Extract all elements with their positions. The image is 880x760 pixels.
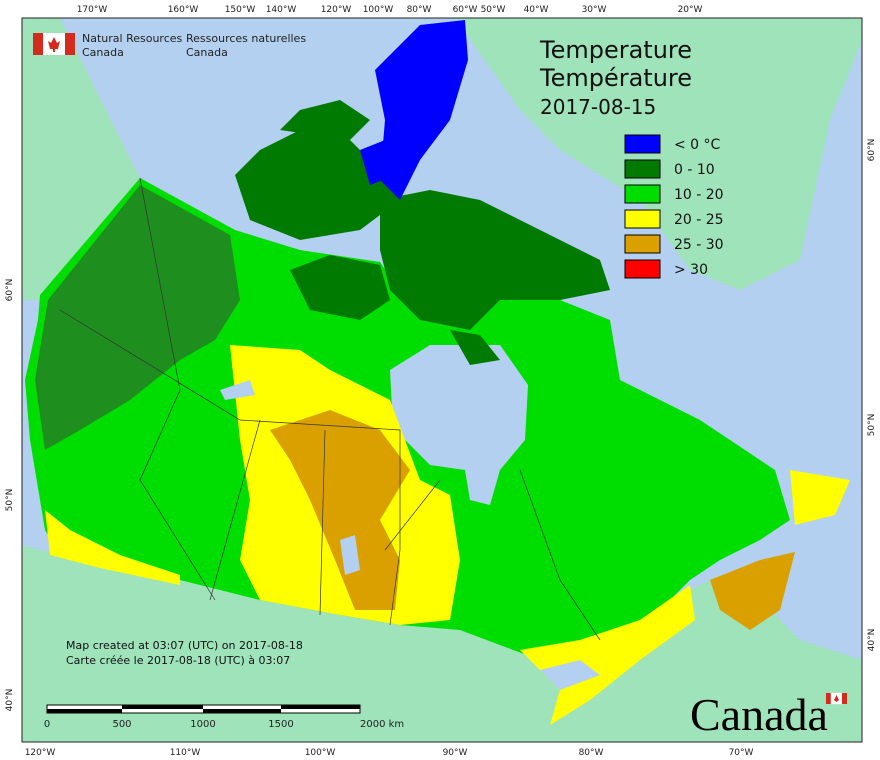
graticule-label: 70°W [729,748,754,758]
greenland [455,18,862,290]
lake [540,660,600,690]
arctic-island [235,130,400,240]
ice-cap [360,140,395,185]
map-title: 2017-08-15 [540,95,656,119]
border-line [209,419,261,601]
graticule-label: 140°W [266,5,297,15]
agency-name: Ressources naturelles [186,32,306,45]
map-title: Température [539,64,692,92]
scale-label: 1500 [268,719,293,730]
legend-label: 25 - 30 [674,237,724,253]
graticule-label: 150°W [225,5,256,15]
scale-segment [122,705,203,709]
hot-zone [270,410,410,610]
graticule-label: 40°N [5,689,15,712]
graticule-label: 120°W [25,748,56,758]
legend-label: > 30 [674,262,708,278]
graticule-label: 40°W [524,5,549,15]
graticule-label: 80°W [579,748,604,758]
legend-swatch [624,234,661,254]
lake [220,380,255,400]
border-line [319,429,326,616]
agency-name: Canada [82,46,124,59]
maple-leaf [834,695,839,702]
alaska [22,18,140,300]
map-title: Temperature [539,36,692,64]
flag-bar [826,693,831,704]
legend-swatch [624,184,661,204]
warm-zone [520,585,695,725]
scale-label: 0 [44,719,50,730]
flag-bar [65,33,75,55]
graticule-label: 30°W [582,5,607,15]
graticule-label: 80°W [407,5,432,15]
agency-name: Canada [186,46,228,59]
newfoundland-warm [790,470,850,525]
scale-segment [281,705,360,709]
cordillera-cool [35,185,240,450]
graticule-label: 100°W [363,5,394,15]
map-body [21,17,863,743]
graticule-label: 60°W [453,5,478,15]
lake [340,535,360,575]
hot-zone [710,552,795,630]
graticule-label: 100°W [305,748,336,758]
wordmark: Canada [690,689,828,740]
border-line [139,177,216,601]
graticule-label: 90°W [443,748,468,758]
legend-swatch [624,259,661,279]
maple-leaf [48,37,60,52]
legend-label: < 0 °C [674,137,721,153]
scale-bar [46,704,361,714]
graticule-label: 60°N [867,139,877,162]
scale-label: 1000 [190,719,215,730]
nrcan-flag [33,33,75,55]
legend-swatch [624,134,661,154]
arctic-island [280,100,370,140]
legend-label: 0 - 10 [674,162,715,178]
agency-name: Natural Resources [82,32,183,45]
baffin-island [380,190,610,330]
graticule-label: 40°N [867,629,877,652]
graticule-label: 170°W [77,5,108,15]
graticule-label: 50°N [867,414,877,437]
border-line [384,479,441,551]
southampton-island [450,330,500,365]
wordmark-flag [826,692,847,705]
map-note: Carte créée le 2017-08-18 (UTC) à 03:07 [66,654,290,667]
flag-bar [842,693,847,704]
scale-label: 500 [112,719,131,730]
ellesmere-island [375,20,468,200]
border-line [59,309,401,626]
graticule-label: 20°W [678,5,703,15]
graticule-label: 120°W [321,5,352,15]
graticule-label: 60°N [5,279,15,302]
legend-label: 20 - 25 [674,212,724,228]
legend-swatch [624,159,661,179]
borders [59,177,601,641]
border-line [519,469,601,641]
hudson-bay [390,345,528,505]
graticule-label: 50°W [481,5,506,15]
graticule-label: 110°W [170,748,201,758]
scale-label: 2000 km [360,719,404,730]
legend-swatch [624,209,661,229]
graticule-label: 50°N [5,489,15,512]
map-frame [21,17,863,743]
scale-segment [203,709,281,713]
united-states [22,545,862,742]
map-note: Map created at 03:07 (UTC) on 2017-08-18 [66,639,303,652]
arctic-island [290,255,390,320]
legend-label: 10 - 20 [674,187,724,203]
graticule-label: 160°W [168,5,199,15]
warm-zone [45,510,180,585]
flag-bar [33,33,43,55]
scale-segment [47,709,122,713]
